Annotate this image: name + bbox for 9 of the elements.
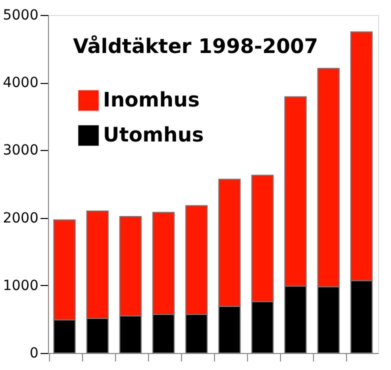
y-tick-label: 1000	[2, 278, 38, 294]
y-tick-label: 4000	[2, 75, 38, 92]
legend-label: Inomhus	[103, 88, 200, 112]
y-tick-label: 0	[30, 346, 38, 362]
y-tick-label: 2000	[2, 210, 38, 226]
y-tick-label: 5000	[2, 8, 38, 24]
text: Våldtäkter 1998-2007	[73, 34, 318, 58]
legend-label: Utomhus	[103, 122, 204, 146]
y-tick-label: 3000	[2, 142, 38, 159]
